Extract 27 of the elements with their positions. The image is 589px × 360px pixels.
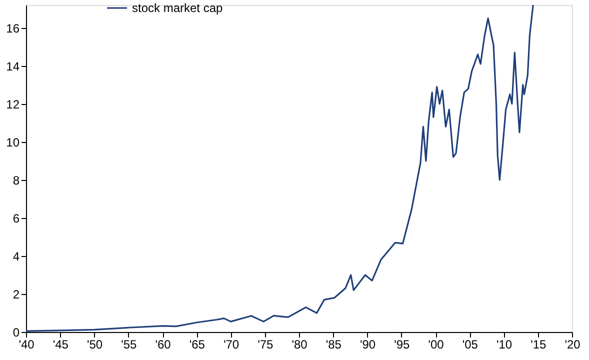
x-tick-label: '40 (18, 338, 35, 352)
x-tick-label: '75 (258, 338, 274, 352)
y-tick-label: 12 (6, 97, 20, 112)
legend-label: stock market cap (132, 1, 224, 15)
y-tick-label: 10 (6, 135, 20, 150)
x-tick-label: '70 (223, 338, 240, 352)
y-tick-label: 0 (12, 326, 20, 340)
x-tick-label: '50 (86, 338, 103, 352)
x-tick-label: '60 (155, 338, 172, 352)
x-tick-label: '10 (496, 338, 512, 352)
x-tick-label: '20 (564, 338, 581, 352)
x-tick-label: '95 (394, 338, 410, 352)
y-tick-label: 14 (6, 59, 20, 74)
x-tick-label: '00 (428, 338, 444, 352)
x-tick-label: '45 (52, 338, 69, 352)
x-tick-label: '15 (530, 338, 547, 352)
x-tick-label: '80 (292, 338, 308, 352)
x-tick-label: '05 (462, 338, 478, 352)
x-tick-label: '65 (189, 338, 206, 352)
y-tick-label: 8 (12, 173, 20, 188)
x-tick-label: '85 (326, 338, 342, 352)
x-tick-label: '55 (121, 338, 138, 352)
y-tick-label: 2 (12, 287, 20, 302)
y-tick-label: 16 (6, 21, 20, 36)
x-tick-label: '90 (360, 338, 376, 352)
y-tick-label: 6 (12, 211, 20, 226)
y-tick-label: 4 (12, 249, 20, 264)
